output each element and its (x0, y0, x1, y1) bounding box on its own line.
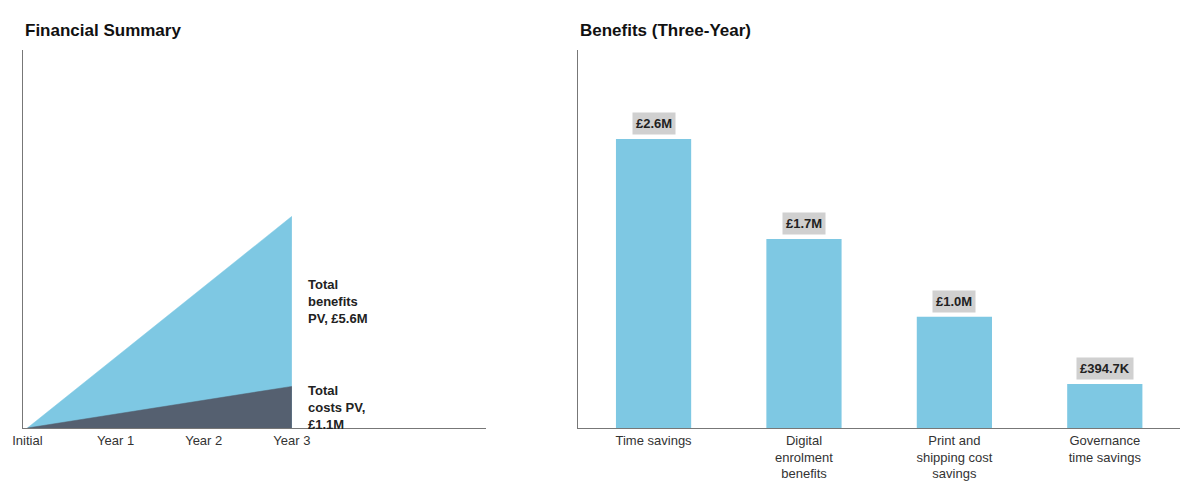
svg-text:Digitalenrolmentbenefits: Digitalenrolmentbenefits (775, 433, 833, 482)
svg-text:Governancetime savings: Governancetime savings (1069, 433, 1142, 465)
svg-text:Benefits (Three-Year): Benefits (Three-Year) (580, 21, 751, 40)
svg-text:Year 2: Year 2 (185, 433, 222, 448)
svg-text:Time savings: Time savings (616, 433, 693, 448)
svg-text:Totalcosts PV,£1.1M: Totalcosts PV,£1.1M (308, 383, 365, 432)
svg-text:Initial: Initial (12, 433, 42, 448)
svg-text:£394.7K: £394.7K (1080, 361, 1130, 376)
svg-text:£1.0M: £1.0M (936, 294, 972, 309)
svg-text:Financial Summary: Financial Summary (25, 21, 181, 40)
svg-text:Print andshipping costsavings: Print andshipping costsavings (916, 433, 992, 482)
svg-text:Year 1: Year 1 (97, 433, 134, 448)
svg-text:£1.7M: £1.7M (786, 216, 822, 231)
svg-text:Year 3: Year 3 (273, 433, 310, 448)
svg-text:TotalbenefitsPV, £5.6M: TotalbenefitsPV, £5.6M (308, 277, 368, 326)
svg-text:£2.6M: £2.6M (636, 116, 672, 131)
